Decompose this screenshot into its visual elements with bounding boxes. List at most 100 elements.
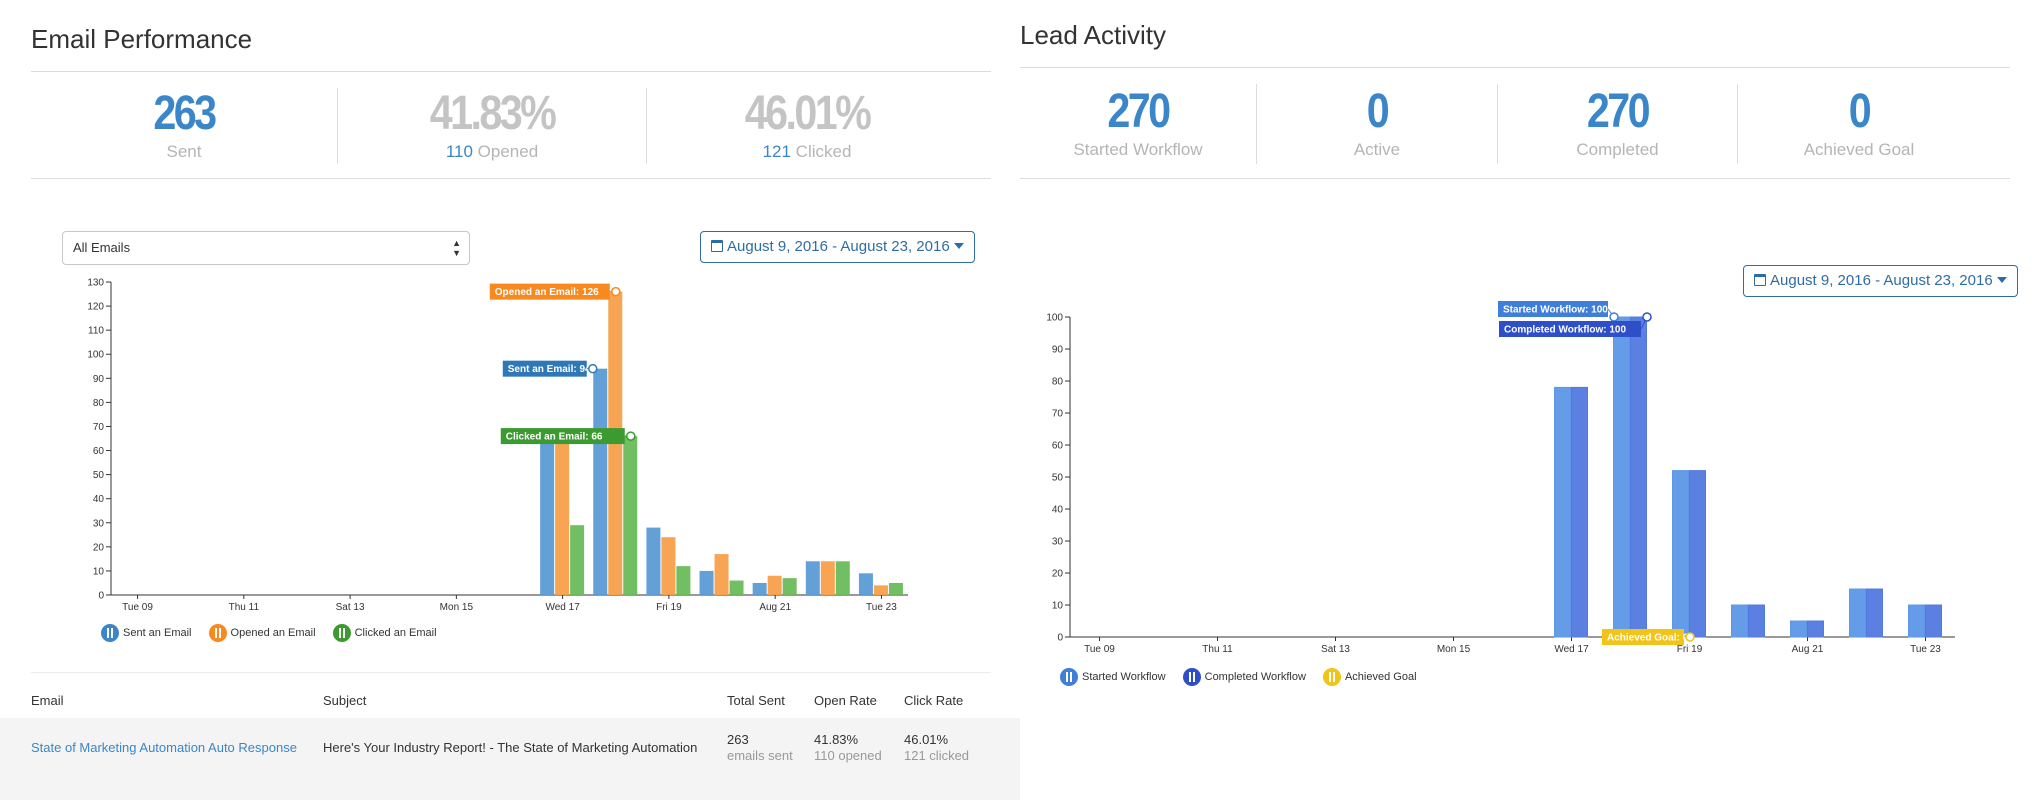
- total-sent-cell: 263 emails sent: [727, 732, 793, 764]
- stat-label: Active: [1353, 140, 1401, 159]
- divider: [31, 71, 991, 72]
- bar: [1849, 588, 1866, 638]
- y-tick-label: 110: [88, 326, 104, 337]
- legend-swatch-icon: [208, 624, 227, 642]
- stat-value: 270: [1107, 85, 1171, 138]
- email-filter-select[interactable]: All Emails ▲ ▼: [62, 231, 470, 265]
- tooltip-point: [1685, 632, 1695, 642]
- date-range-button[interactable]: August 9, 2016 - August 23, 2016: [700, 231, 975, 263]
- bar: [661, 537, 676, 595]
- caret-down-icon: [1996, 277, 2007, 283]
- x-tick-label: Sat 13: [1321, 644, 1350, 655]
- stat-value: 46.01%: [744, 87, 872, 140]
- stat-label: Started Workflow: [1073, 140, 1203, 159]
- divider: [1020, 67, 2010, 68]
- y-tick-label: 30: [93, 518, 105, 529]
- click-rate-sub: 121 clicked: [904, 748, 970, 763]
- tooltip-point: [588, 363, 598, 374]
- y-tick-label: 20: [93, 542, 105, 553]
- bar: [782, 578, 797, 595]
- bar: [540, 436, 555, 595]
- tooltip-label: Started Workflow: 100: [1503, 305, 1608, 316]
- tooltip-label: Completed Workflow: 100: [1504, 325, 1626, 336]
- legend-label: Completed Workflow: [1204, 670, 1306, 683]
- email-link[interactable]: State of Marketing Automation Auto Respo…: [31, 740, 297, 755]
- tooltip-point: [1609, 312, 1619, 322]
- divider: [31, 178, 991, 179]
- bar: [767, 575, 782, 595]
- y-tick-label: 70: [1052, 409, 1064, 420]
- total-sent-value: 263: [727, 732, 749, 747]
- calendar-icon: [1754, 274, 1766, 286]
- email-performance-panel: Email Performance 263 Sent 41.83% 110 Op…: [0, 24, 1020, 800]
- x-tick-label: Tue 09: [1084, 644, 1115, 655]
- legend-item-completed[interactable]: Completed Workflow: [1182, 668, 1306, 686]
- stat-value: 263: [153, 87, 217, 140]
- legend-label: Achieved Goal: [1344, 670, 1417, 683]
- tooltip-box: [502, 360, 587, 377]
- y-tick-label: 40: [1052, 505, 1064, 516]
- y-tick-label: 10: [93, 566, 105, 577]
- x-tick-label: Thu 11: [229, 602, 260, 613]
- calendar-icon: [711, 240, 723, 252]
- y-tick-label: 90: [93, 374, 105, 385]
- bar: [1908, 604, 1925, 638]
- date-range-label: August 9, 2016 - August 23, 2016: [1770, 272, 1993, 289]
- legend-swatch-icon: [101, 624, 119, 642]
- legend-item-opened[interactable]: Opened an Email: [208, 624, 316, 642]
- legend-item-achieved[interactable]: Achieved Goal: [1322, 668, 1417, 686]
- stat-started-workflow: 270 Started Workflow: [1020, 86, 1256, 160]
- stat-value: 0: [1366, 85, 1390, 138]
- x-tick-label: Tue 09: [122, 602, 153, 613]
- y-tick-label: 70: [93, 422, 105, 433]
- legend-item-clicked[interactable]: Clicked an Email: [332, 624, 437, 642]
- legend-item-started[interactable]: Started Workflow: [1060, 668, 1166, 686]
- stat-divider: [1737, 84, 1738, 164]
- chart-legend: Started Workflow Completed Workflow Achi…: [1060, 668, 1431, 686]
- open-rate-value: 41.83%: [814, 732, 859, 747]
- y-tick-label: 120: [87, 302, 104, 313]
- bar: [676, 566, 691, 595]
- stat-achieved-goal: 0 Achieved Goal: [1738, 86, 1980, 160]
- bar: [699, 570, 714, 595]
- tooltip-point: [626, 431, 636, 441]
- stat-sent: 263 Sent: [31, 88, 337, 162]
- y-tick-label: 0: [98, 591, 104, 602]
- open-rate-sub: 110 opened: [814, 748, 882, 763]
- stat-count: 121: [762, 142, 791, 161]
- date-range-label: August 9, 2016 - August 23, 2016: [727, 238, 950, 255]
- date-range-button[interactable]: August 9, 2016 - August 23, 2016: [1743, 265, 2018, 297]
- bar: [1731, 604, 1748, 638]
- bar: [752, 582, 767, 595]
- tooltip-box: [1499, 321, 1641, 337]
- click-rate-value: 46.01%: [904, 732, 949, 747]
- legend-swatch-icon: [1322, 668, 1341, 686]
- column-header-subject: Subject: [323, 693, 367, 708]
- column-header-total-sent: Total Sent: [727, 693, 785, 708]
- table-row[interactable]: [0, 718, 1020, 800]
- bar: [1571, 386, 1588, 638]
- bar: [623, 436, 638, 595]
- legend-label: Started Workflow: [1082, 670, 1166, 683]
- y-tick-label: 10: [1052, 601, 1064, 612]
- y-tick-label: 100: [87, 350, 104, 361]
- stat-divider: [1497, 84, 1498, 164]
- panel-title: Lead Activity: [1020, 20, 1166, 50]
- bar: [1790, 620, 1807, 638]
- bar: [555, 436, 570, 595]
- stat-label: Achieved Goal: [1803, 140, 1915, 159]
- legend-label: Opened an Email: [230, 626, 316, 639]
- bar: [1630, 316, 1647, 638]
- bar: [1672, 470, 1689, 638]
- x-tick-label: Fri 19: [1677, 644, 1703, 655]
- bar: [1613, 316, 1630, 638]
- legend-item-sent[interactable]: Sent an Email: [101, 624, 191, 642]
- y-tick-label: 50: [1052, 473, 1064, 484]
- bar: [805, 561, 820, 595]
- bar: [714, 554, 729, 595]
- bar: [646, 527, 661, 595]
- bar: [1689, 470, 1706, 638]
- stat-label: Clicked: [795, 142, 852, 161]
- x-tick-label: Aug 21: [1792, 644, 1824, 655]
- x-tick-label: Fri 19: [656, 602, 682, 613]
